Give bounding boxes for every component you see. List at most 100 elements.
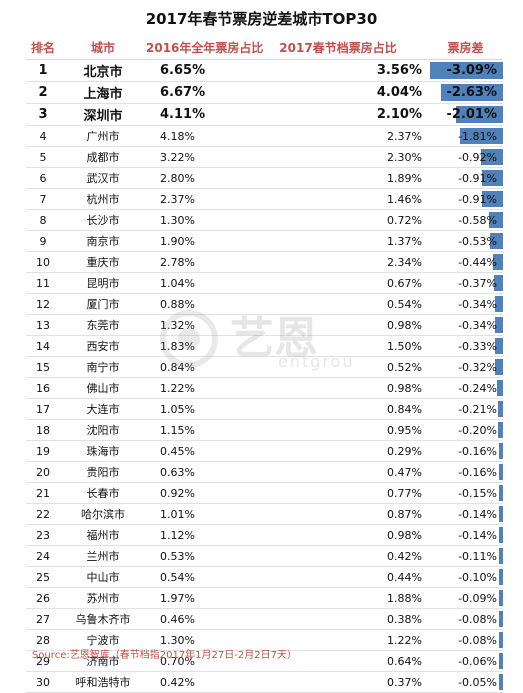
row-rank: 27 (26, 608, 60, 630)
table-row: 5 成都市 3.22% 2.30% -0.92% (26, 146, 503, 168)
table-row: 9 南京市 1.90% 1.37% -0.53% (26, 230, 503, 252)
row-diff: -0.21% (428, 398, 503, 420)
row-share-2017: 0.44% (248, 566, 428, 588)
diff-value: -0.53% (458, 234, 497, 248)
table-row: 3 深圳市 4.11% 2.10% -2.01% (26, 103, 503, 126)
row-city: 贵阳市 (60, 461, 146, 483)
row-share-2016: 6.67% (146, 81, 248, 104)
row-share-2017: 0.98% (248, 524, 428, 546)
row-share-2017: 2.10% (248, 103, 428, 126)
table-row: 11 昆明市 1.04% 0.67% -0.37% (26, 272, 503, 294)
row-share-2016: 2.80% (146, 167, 248, 189)
table-row: 4 广州市 4.18% 2.37% -1.81% (26, 125, 503, 147)
row-rank: 22 (26, 503, 60, 525)
row-share-2017: 0.38% (248, 608, 428, 630)
row-share-2017: 0.72% (248, 209, 428, 231)
row-city: 重庆市 (60, 251, 146, 273)
diff-value: -0.37% (458, 276, 497, 290)
row-city: 东莞市 (60, 314, 146, 336)
row-share-2016: 0.53% (146, 545, 248, 567)
row-rank: 6 (26, 167, 60, 189)
row-share-2016: 2.78% (146, 251, 248, 273)
source-note: Source:艺恩智库（春节档指2017年1月27日-2月2日7天） (32, 650, 297, 661)
row-share-2017: 0.84% (248, 398, 428, 420)
row-share-2016: 1.32% (146, 314, 248, 336)
row-city: 兰州市 (60, 545, 146, 567)
table-row: 17 大连市 1.05% 0.84% -0.21% (26, 398, 503, 420)
diff-bar (490, 233, 503, 249)
row-rank: 17 (26, 398, 60, 420)
row-diff: -2.63% (428, 81, 503, 104)
diff-value: -0.08% (458, 612, 497, 626)
row-share-2017: 0.42% (248, 545, 428, 567)
diff-bar (493, 254, 503, 270)
row-share-2016: 0.88% (146, 293, 248, 315)
table-row: 27 乌鲁木齐市 0.46% 0.38% -0.08% (26, 608, 503, 630)
row-city: 大连市 (60, 398, 146, 420)
row-city: 珠海市 (60, 440, 146, 462)
diff-bar (499, 590, 503, 606)
diff-bar (482, 170, 503, 186)
row-share-2016: 0.63% (146, 461, 248, 483)
row-diff: -0.34% (428, 293, 503, 315)
row-diff: -0.91% (428, 167, 503, 189)
row-diff: -0.11% (428, 545, 503, 567)
row-share-2016: 1.97% (146, 587, 248, 609)
row-rank: 2 (26, 81, 60, 104)
diff-value: -0.14% (458, 507, 497, 521)
row-diff: -0.33% (428, 335, 503, 357)
row-city: 中山市 (60, 566, 146, 588)
row-rank: 9 (26, 230, 60, 252)
diff-value: -1.81% (458, 129, 497, 143)
diff-value: -0.92% (458, 150, 497, 164)
row-rank: 23 (26, 524, 60, 546)
row-diff: -0.37% (428, 272, 503, 294)
row-diff: -0.91% (428, 188, 503, 210)
diff-bar (494, 275, 503, 291)
row-diff: -0.24% (428, 377, 503, 399)
diff-value: -0.16% (458, 465, 497, 479)
row-share-2017: 0.77% (248, 482, 428, 504)
row-share-2017: 1.22% (248, 629, 428, 651)
row-diff: -3.09% (428, 59, 503, 82)
table-row: 15 南宁市 0.84% 0.52% -0.32% (26, 356, 503, 378)
row-share-2016: 4.11% (146, 103, 248, 126)
row-city: 昆明市 (60, 272, 146, 294)
diff-value: -0.34% (458, 318, 497, 332)
table-row: 1 北京市 6.65% 3.56% -3.09% (26, 59, 503, 82)
table-row: 2 上海市 6.67% 4.04% -2.63% (26, 81, 503, 104)
diff-bar (498, 422, 503, 438)
diff-value: -0.91% (458, 171, 497, 185)
row-share-2017: 0.47% (248, 461, 428, 483)
table-row: 23 福州市 1.12% 0.98% -0.14% (26, 524, 503, 546)
diff-value: -0.06% (458, 654, 497, 668)
row-share-2016: 1.05% (146, 398, 248, 420)
row-rank: 28 (26, 629, 60, 651)
diff-bar (499, 485, 503, 501)
row-share-2017: 4.04% (248, 81, 428, 104)
row-diff: -0.08% (428, 608, 503, 630)
diff-bar (499, 611, 503, 627)
row-city: 沈阳市 (60, 419, 146, 441)
row-rank: 25 (26, 566, 60, 588)
row-city: 哈尔滨市 (60, 503, 146, 525)
row-city: 上海市 (60, 81, 146, 104)
diff-bar (441, 84, 503, 101)
diff-value: -0.91% (458, 192, 497, 206)
row-share-2017: 0.29% (248, 440, 428, 462)
row-share-2017: 2.37% (248, 125, 428, 147)
row-city: 武汉市 (60, 167, 146, 189)
row-rank: 20 (26, 461, 60, 483)
diff-value: -0.16% (458, 444, 497, 458)
diff-value: -0.58% (458, 213, 497, 227)
diff-bar (495, 317, 503, 333)
row-share-2017: 0.37% (248, 671, 428, 693)
row-rank: 18 (26, 419, 60, 441)
row-share-2016: 1.15% (146, 419, 248, 441)
row-city: 长沙市 (60, 209, 146, 231)
row-diff: -1.81% (428, 125, 503, 147)
row-rank: 29 (26, 650, 60, 672)
row-share-2016: 1.83% (146, 335, 248, 357)
table-header-row: 排名 城市 2016年全年票房占比 2017春节档票房占比 票房差 (26, 36, 503, 60)
row-share-2017: 0.67% (248, 272, 428, 294)
